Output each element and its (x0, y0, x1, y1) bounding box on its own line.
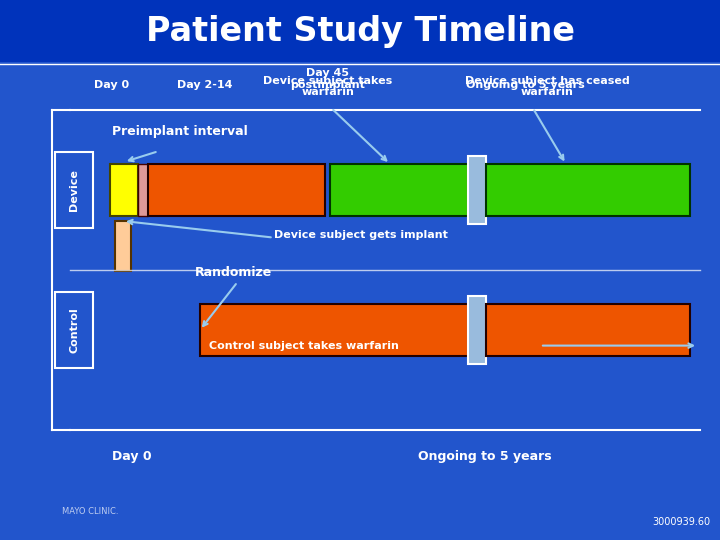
Bar (138, 164, 148, 216)
Bar (148, 164, 325, 216)
Text: MAYO CLINIC.: MAYO CLINIC. (62, 508, 119, 516)
Text: Control: Control (69, 307, 79, 353)
Bar (330, 164, 468, 216)
Text: Day 0: Day 0 (112, 450, 151, 463)
Bar (486, 304, 690, 356)
Bar (486, 164, 690, 216)
Text: Day 45
postimplant: Day 45 postimplant (290, 69, 365, 90)
Text: Day 0: Day 0 (94, 80, 129, 90)
Text: Day 2-14: Day 2-14 (177, 80, 233, 90)
Bar (468, 296, 486, 364)
Bar (0, 0, 720, 62)
Text: Device subject has ceased
warfarin: Device subject has ceased warfarin (465, 76, 629, 97)
Text: Randomize: Randomize (194, 266, 271, 279)
Text: Ongoing to 5 years: Ongoing to 5 years (418, 450, 552, 463)
Bar (468, 156, 486, 224)
Text: Device subject takes
warfarin: Device subject takes warfarin (263, 76, 392, 97)
Bar (55, 292, 93, 368)
Text: Device subject gets implant: Device subject gets implant (274, 230, 447, 240)
Text: Patient Study Timeline: Patient Study Timeline (145, 15, 575, 48)
Bar (55, 152, 93, 228)
Bar (110, 164, 138, 216)
Text: Preimplant interval: Preimplant interval (112, 125, 248, 138)
Text: 3000939.60: 3000939.60 (652, 517, 710, 527)
Text: Device: Device (69, 169, 79, 211)
Text: Control subject takes warfarin: Control subject takes warfarin (209, 341, 399, 350)
Bar (200, 304, 468, 356)
Text: Ongoing to 5 years: Ongoing to 5 years (467, 80, 585, 90)
Bar (115, 221, 131, 271)
